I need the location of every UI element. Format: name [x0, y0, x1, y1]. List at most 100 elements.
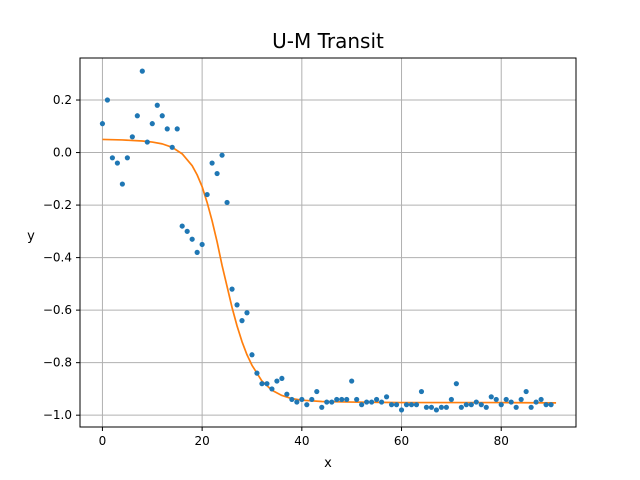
data-point [448, 396, 454, 403]
data-point [513, 404, 519, 410]
data-point [149, 121, 155, 127]
data-point [164, 126, 170, 132]
data-point [264, 381, 270, 387]
data-point [104, 97, 111, 103]
y-tick-label: −0.8 [43, 356, 72, 370]
data-point [214, 170, 220, 177]
data-point [453, 381, 459, 387]
data-point [294, 399, 300, 405]
data-point [219, 152, 225, 158]
data-point [199, 241, 205, 248]
data-point [498, 402, 504, 408]
y-axis-label: y [27, 229, 35, 244]
data-point [244, 310, 250, 316]
data-point [339, 396, 345, 403]
data-point [269, 386, 275, 392]
data-point [134, 113, 140, 119]
data-point [274, 378, 280, 384]
data-point [354, 396, 360, 403]
data-point [493, 396, 499, 403]
data-point [334, 396, 340, 403]
x-tick-label: 80 [494, 434, 509, 448]
data-point [463, 402, 469, 408]
data-point [284, 391, 290, 397]
data-point [428, 404, 435, 410]
x-axis-label: x [324, 456, 332, 471]
data-point [204, 191, 210, 198]
data-point [324, 399, 330, 405]
data-point [533, 399, 539, 405]
data-point [388, 402, 395, 408]
data-point [124, 155, 130, 161]
data-point [289, 396, 295, 403]
data-point [393, 402, 400, 408]
data-point [528, 404, 534, 410]
data-point [378, 399, 385, 405]
data-point [344, 396, 350, 403]
data-point [249, 352, 255, 358]
data-point [144, 139, 150, 145]
data-point [488, 394, 494, 400]
data-point [523, 388, 529, 395]
data-point [189, 236, 195, 242]
chart-title: U-M Transit [272, 29, 384, 53]
data-point [349, 378, 355, 384]
y-tick-label: −0.2 [43, 198, 72, 212]
x-axis-ticks: 0 20 40 60 80 [99, 427, 509, 448]
data-point [129, 134, 135, 140]
data-point [364, 399, 370, 405]
data-point [398, 407, 405, 413]
data-point [309, 396, 315, 403]
data-point [109, 155, 115, 161]
y-tick-label: −0.6 [43, 303, 72, 317]
data-point [403, 402, 410, 408]
data-point [299, 396, 305, 403]
data-point [229, 286, 235, 292]
data-point [518, 396, 524, 403]
data-point [304, 402, 310, 408]
data-point [239, 318, 245, 324]
data-point [329, 399, 335, 405]
data-point [114, 160, 120, 166]
x-tick-label: 60 [394, 434, 409, 448]
data-point [408, 402, 415, 408]
y-tick-label: −1.0 [43, 408, 72, 422]
data-point [383, 394, 390, 400]
data-point [314, 388, 320, 395]
data-point [418, 388, 425, 395]
data-point [433, 407, 440, 413]
data-point [209, 160, 215, 166]
data-point [154, 102, 160, 108]
data-point [374, 396, 380, 403]
data-point [179, 223, 185, 229]
data-point [413, 402, 420, 408]
data-point [503, 396, 509, 403]
data-point [508, 399, 514, 405]
data-point [543, 402, 549, 408]
y-axis-ticks: −1.0 −0.8 −0.6 −0.4 −0.2 0.0 0.2 [43, 93, 80, 422]
x-tick-label: 40 [294, 434, 309, 448]
data-point [478, 402, 484, 408]
data-point [458, 404, 464, 410]
data-point [483, 404, 489, 410]
data-point [99, 121, 106, 127]
data-point [259, 381, 265, 387]
data-point [159, 113, 165, 119]
data-point [443, 404, 449, 410]
x-tick-label: 0 [99, 434, 107, 448]
y-tick-label: 0.0 [53, 146, 72, 160]
data-point [139, 68, 145, 74]
data-point [184, 228, 190, 234]
data-point [279, 375, 285, 382]
data-point [369, 399, 375, 405]
data-point [548, 402, 554, 408]
data-point [174, 126, 180, 132]
data-point [169, 144, 175, 150]
data-point [423, 404, 430, 410]
data-point [538, 396, 544, 403]
data-point [224, 199, 230, 206]
data-point [438, 404, 445, 410]
